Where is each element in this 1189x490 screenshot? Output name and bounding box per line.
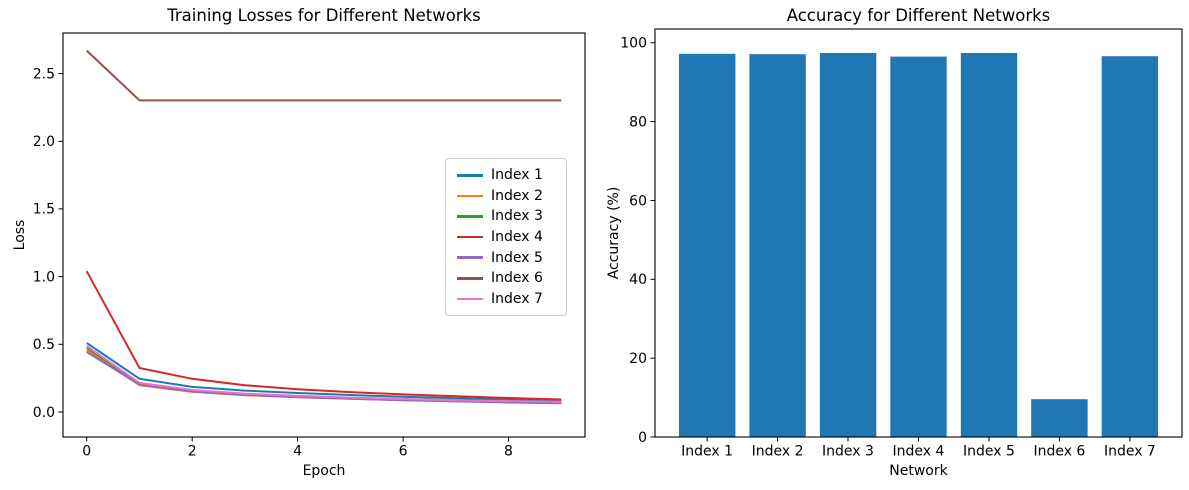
accuracy-bar-index-5: [960, 53, 1018, 437]
accuracy-bar-index-3: [819, 53, 877, 437]
legend-line-swatch: [457, 297, 483, 301]
accuracy-x-tick-label: Index 3: [822, 444, 874, 460]
legend-item-label: Index 1: [491, 167, 543, 184]
legend-line-swatch: [457, 215, 483, 218]
legend-line-swatch: [457, 256, 483, 259]
accuracy-y-tick-label: 40: [629, 272, 647, 288]
accuracy-yaxis-label: Accuracy (%): [606, 186, 622, 280]
loss-x-tick-label: 2: [188, 444, 197, 460]
legend-item-index-7: Index 7: [457, 289, 562, 310]
accuracy-x-tick-label: Index 4: [893, 444, 945, 460]
legend-item-label: Index 5: [491, 249, 543, 266]
accuracy-bar-index-2: [749, 54, 806, 437]
legend-line-swatch: [457, 174, 483, 177]
legend-item-index-6: Index 6: [457, 268, 562, 289]
loss-y-tick-label: 2.0: [33, 134, 55, 150]
legend-line-swatch: [457, 235, 483, 239]
loss-line-index-4: [85, 270, 562, 401]
legend: Index 1 Index 2 Index 3 Index 4 Index 5 Index…: [445, 158, 567, 317]
loss-x-tick-label: 6: [399, 444, 408, 460]
legend-item-label: Index 3: [491, 208, 543, 225]
accuracy-title: Accuracy for Different Networks: [786, 6, 1051, 25]
loss-x-tick-label: 0: [82, 444, 91, 460]
loss-xaxis-label: Epoch: [302, 463, 346, 479]
accuracy-bar-index-4: [890, 56, 947, 437]
accuracy-y-tick-label: 0: [638, 430, 647, 446]
loss-yaxis-label: Loss: [12, 219, 28, 251]
legend-item-index-2: Index 2: [457, 186, 562, 207]
accuracy-y-tick-label: 80: [629, 114, 647, 130]
accuracy-y-tick-label: 100: [620, 36, 647, 52]
legend-item-index-5: Index 5: [457, 247, 562, 268]
loss-plot-border: [62, 32, 586, 438]
legend-item-index-1: Index 1: [457, 165, 562, 186]
legend-item-index-4: Index 4: [457, 227, 562, 248]
accuracy-xaxis-label: Network: [889, 463, 948, 479]
legend-line-swatch: [457, 277, 483, 280]
accuracy-x-tick-label: Index 1: [681, 444, 733, 460]
loss-line-index-6: [86, 49, 562, 102]
loss-x-tick-label: 8: [504, 444, 513, 460]
legend-line-swatch: [457, 194, 483, 198]
training-loss-title: Training Losses for Different Networks: [167, 6, 481, 25]
accuracy-bar-index-7: [1101, 56, 1159, 437]
loss-y-tick-label: 0.5: [33, 337, 55, 353]
accuracy-x-tick-label: Index 2: [752, 444, 804, 460]
legend-item-label: Index 4: [491, 229, 543, 246]
loss-line-index-7: [86, 345, 562, 403]
loss-line-index-1: [86, 342, 562, 402]
loss-y-tick-label: 1.5: [33, 202, 55, 218]
loss-y-tick-label: 1.0: [33, 269, 55, 285]
legend-item-label: Index 7: [491, 290, 543, 307]
accuracy-x-tick-label: Index 6: [1033, 444, 1085, 460]
legend-item-label: Index 2: [491, 187, 543, 204]
accuracy-bar-index-6: [1031, 399, 1088, 437]
loss-y-tick-label: 2.5: [33, 66, 55, 82]
accuracy-bar-index-1: [679, 53, 736, 438]
accuracy-x-tick-label: Index 7: [1104, 444, 1156, 460]
loss-x-tick-label: 4: [293, 444, 302, 460]
loss-y-tick-label: 0.0: [33, 405, 55, 421]
loss-line-index-5: [86, 351, 562, 405]
accuracy-y-tick-label: 20: [629, 351, 647, 367]
legend-item-label: Index 6: [491, 270, 543, 287]
legend-item-index-3: Index 3: [457, 206, 562, 227]
accuracy-y-tick-label: 60: [629, 193, 647, 209]
accuracy-x-tick-label: Index 5: [963, 444, 1015, 460]
